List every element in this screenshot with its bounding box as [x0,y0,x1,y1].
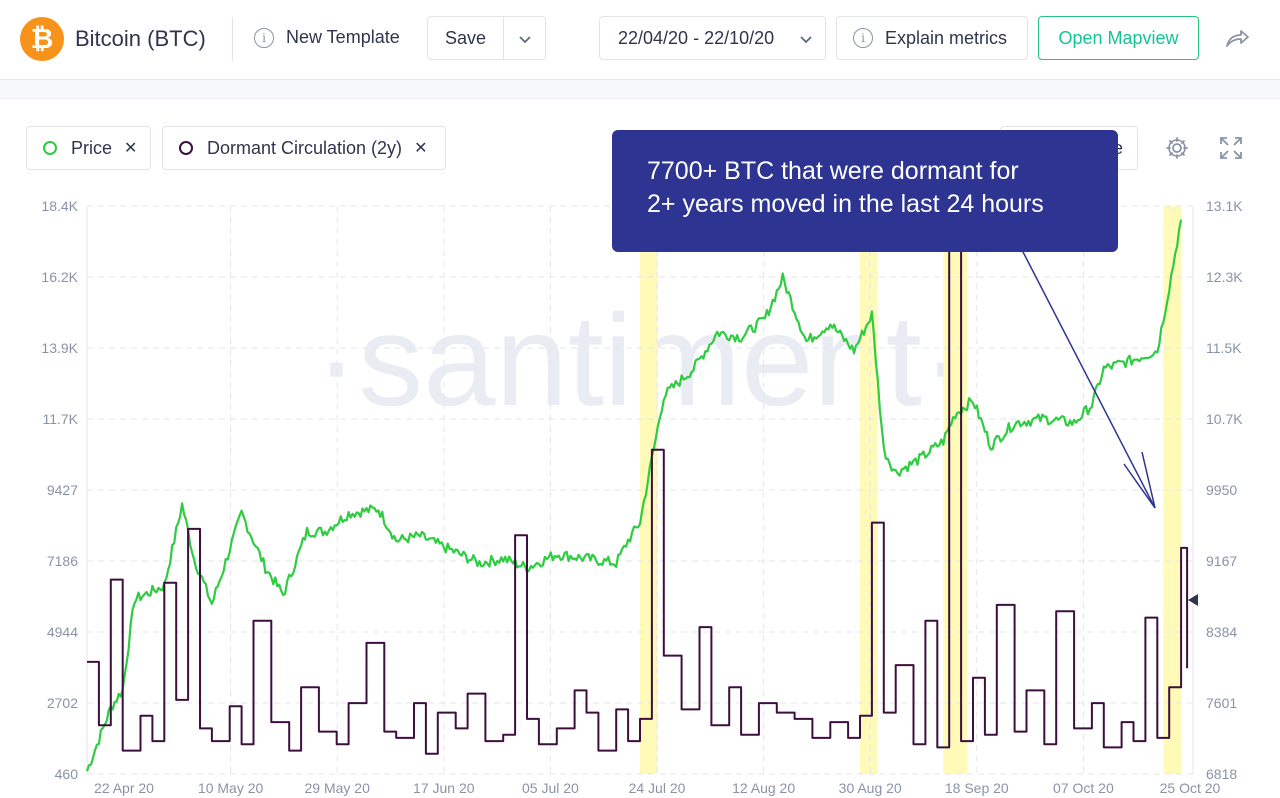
x-tick-label: 17 Jun 20 [413,780,475,796]
save-button-group: Save [427,16,546,60]
y-right-tick-label: 7601 [1206,695,1237,711]
new-template-label: New Template [286,27,400,47]
annotation-callout: 7700+ BTC that were dormant for 2+ years… [612,130,1118,252]
share-icon[interactable] [1222,24,1252,54]
bitcoin-logo-icon: ₿ [20,17,64,61]
y-left-tick-label: 9427 [47,482,78,498]
explain-metrics-button[interactable]: i Explain metrics [836,16,1028,60]
axes-layer: 18.4K 13.1K 16.2K 12.3K 13.9K 11.5K 11.7K 10.7K… [41,198,1243,796]
new-template-button[interactable]: i New Template [254,27,400,48]
price-series-line [85,219,1183,772]
legend-price-label: Price [71,137,113,158]
x-tick-label: 18 Sep 20 [945,780,1009,796]
gear-icon[interactable] [1164,135,1190,161]
annotation-arrow-barb-left [1123,463,1156,509]
open-mapview-button[interactable]: Open Mapview [1038,16,1199,60]
dormant-circulation-series-line [87,205,1189,755]
y-left-tick-label: 11.7K [42,411,78,427]
y-right-tick-label: 10.7K [1206,411,1243,427]
toolbar-divider [232,17,233,61]
y-right-tick-label: 9950 [1206,482,1237,498]
toolbar-divider-strip [0,80,1280,99]
y-right-tick-label: 8384 [1206,624,1237,640]
annotation-line-2: 2+ years moved in the last 24 hours [647,190,1044,218]
x-tick-label: 29 May 20 [305,780,371,796]
y-left-tick-label: 4944 [47,624,78,640]
y-right-tick-label: 13.1K [1206,198,1243,214]
y-left-tick-label: 16.2K [41,269,78,285]
annotation-line-1: 7700+ BTC that were dormant for [647,157,1019,185]
x-tick-label: 25 Oct 20 [1160,780,1221,796]
x-tick-label: 24 Jul 20 [629,780,686,796]
y-right-tick-label: 11.5K [1206,340,1242,356]
legend-chip-dormant-circulation[interactable]: Dormant Circulation (2y) ✕ [162,126,446,170]
top-toolbar: ₿ Bitcoin (BTC) i New Template Save 22/0… [0,0,1280,80]
y-left-tick-label: 18.4K [41,198,78,214]
x-tick-label: 22 Apr 20 [94,780,154,796]
dormant-series-marker-icon [179,141,193,155]
x-tick-label: 30 Aug 20 [839,780,902,796]
asset-title[interactable]: Bitcoin (BTC) [75,26,206,51]
y-right-tick-label: 12.3K [1206,269,1243,285]
axis-marker-icon [1188,594,1198,606]
x-tick-label: 05 Jul 20 [522,780,579,796]
y-left-tick-label: 460 [55,766,79,782]
y-left-tick-label: 13.9K [41,340,78,356]
save-button[interactable]: Save [428,17,504,59]
legend-chip-price[interactable]: Price ✕ [26,126,151,170]
x-tick-label: 10 May 20 [198,780,264,796]
y-left-tick-label: 7186 [47,553,78,569]
legend-dormant-label: Dormant Circulation (2y) [207,137,403,158]
x-tick-label: 07 Oct 20 [1053,780,1114,796]
annotation-arrow-barb-right [1141,451,1156,509]
y-right-tick-label: 6818 [1206,766,1237,782]
date-range-value: 22/04/20 - 22/10/20 [618,28,775,48]
y-right-tick-label: 9167 [1206,553,1237,569]
explain-metrics-label: Explain metrics [885,27,1008,48]
x-tick-label: 12 Aug 20 [732,780,795,796]
close-icon[interactable]: ✕ [124,140,138,157]
info-icon: i [254,27,274,48]
y-left-tick-label: 2702 [47,695,78,711]
date-range-picker[interactable]: 22/04/20 - 22/10/20 [599,16,826,60]
close-icon[interactable]: ✕ [414,140,428,157]
chevron-down-icon [800,36,812,44]
chevron-down-icon [518,36,531,44]
series-layer [85,205,1189,772]
price-series-marker-icon [43,141,57,155]
expand-icon[interactable] [1218,135,1244,161]
save-options-button[interactable] [504,17,545,59]
annotation-arrow [1021,249,1156,509]
info-icon: i [853,28,873,48]
